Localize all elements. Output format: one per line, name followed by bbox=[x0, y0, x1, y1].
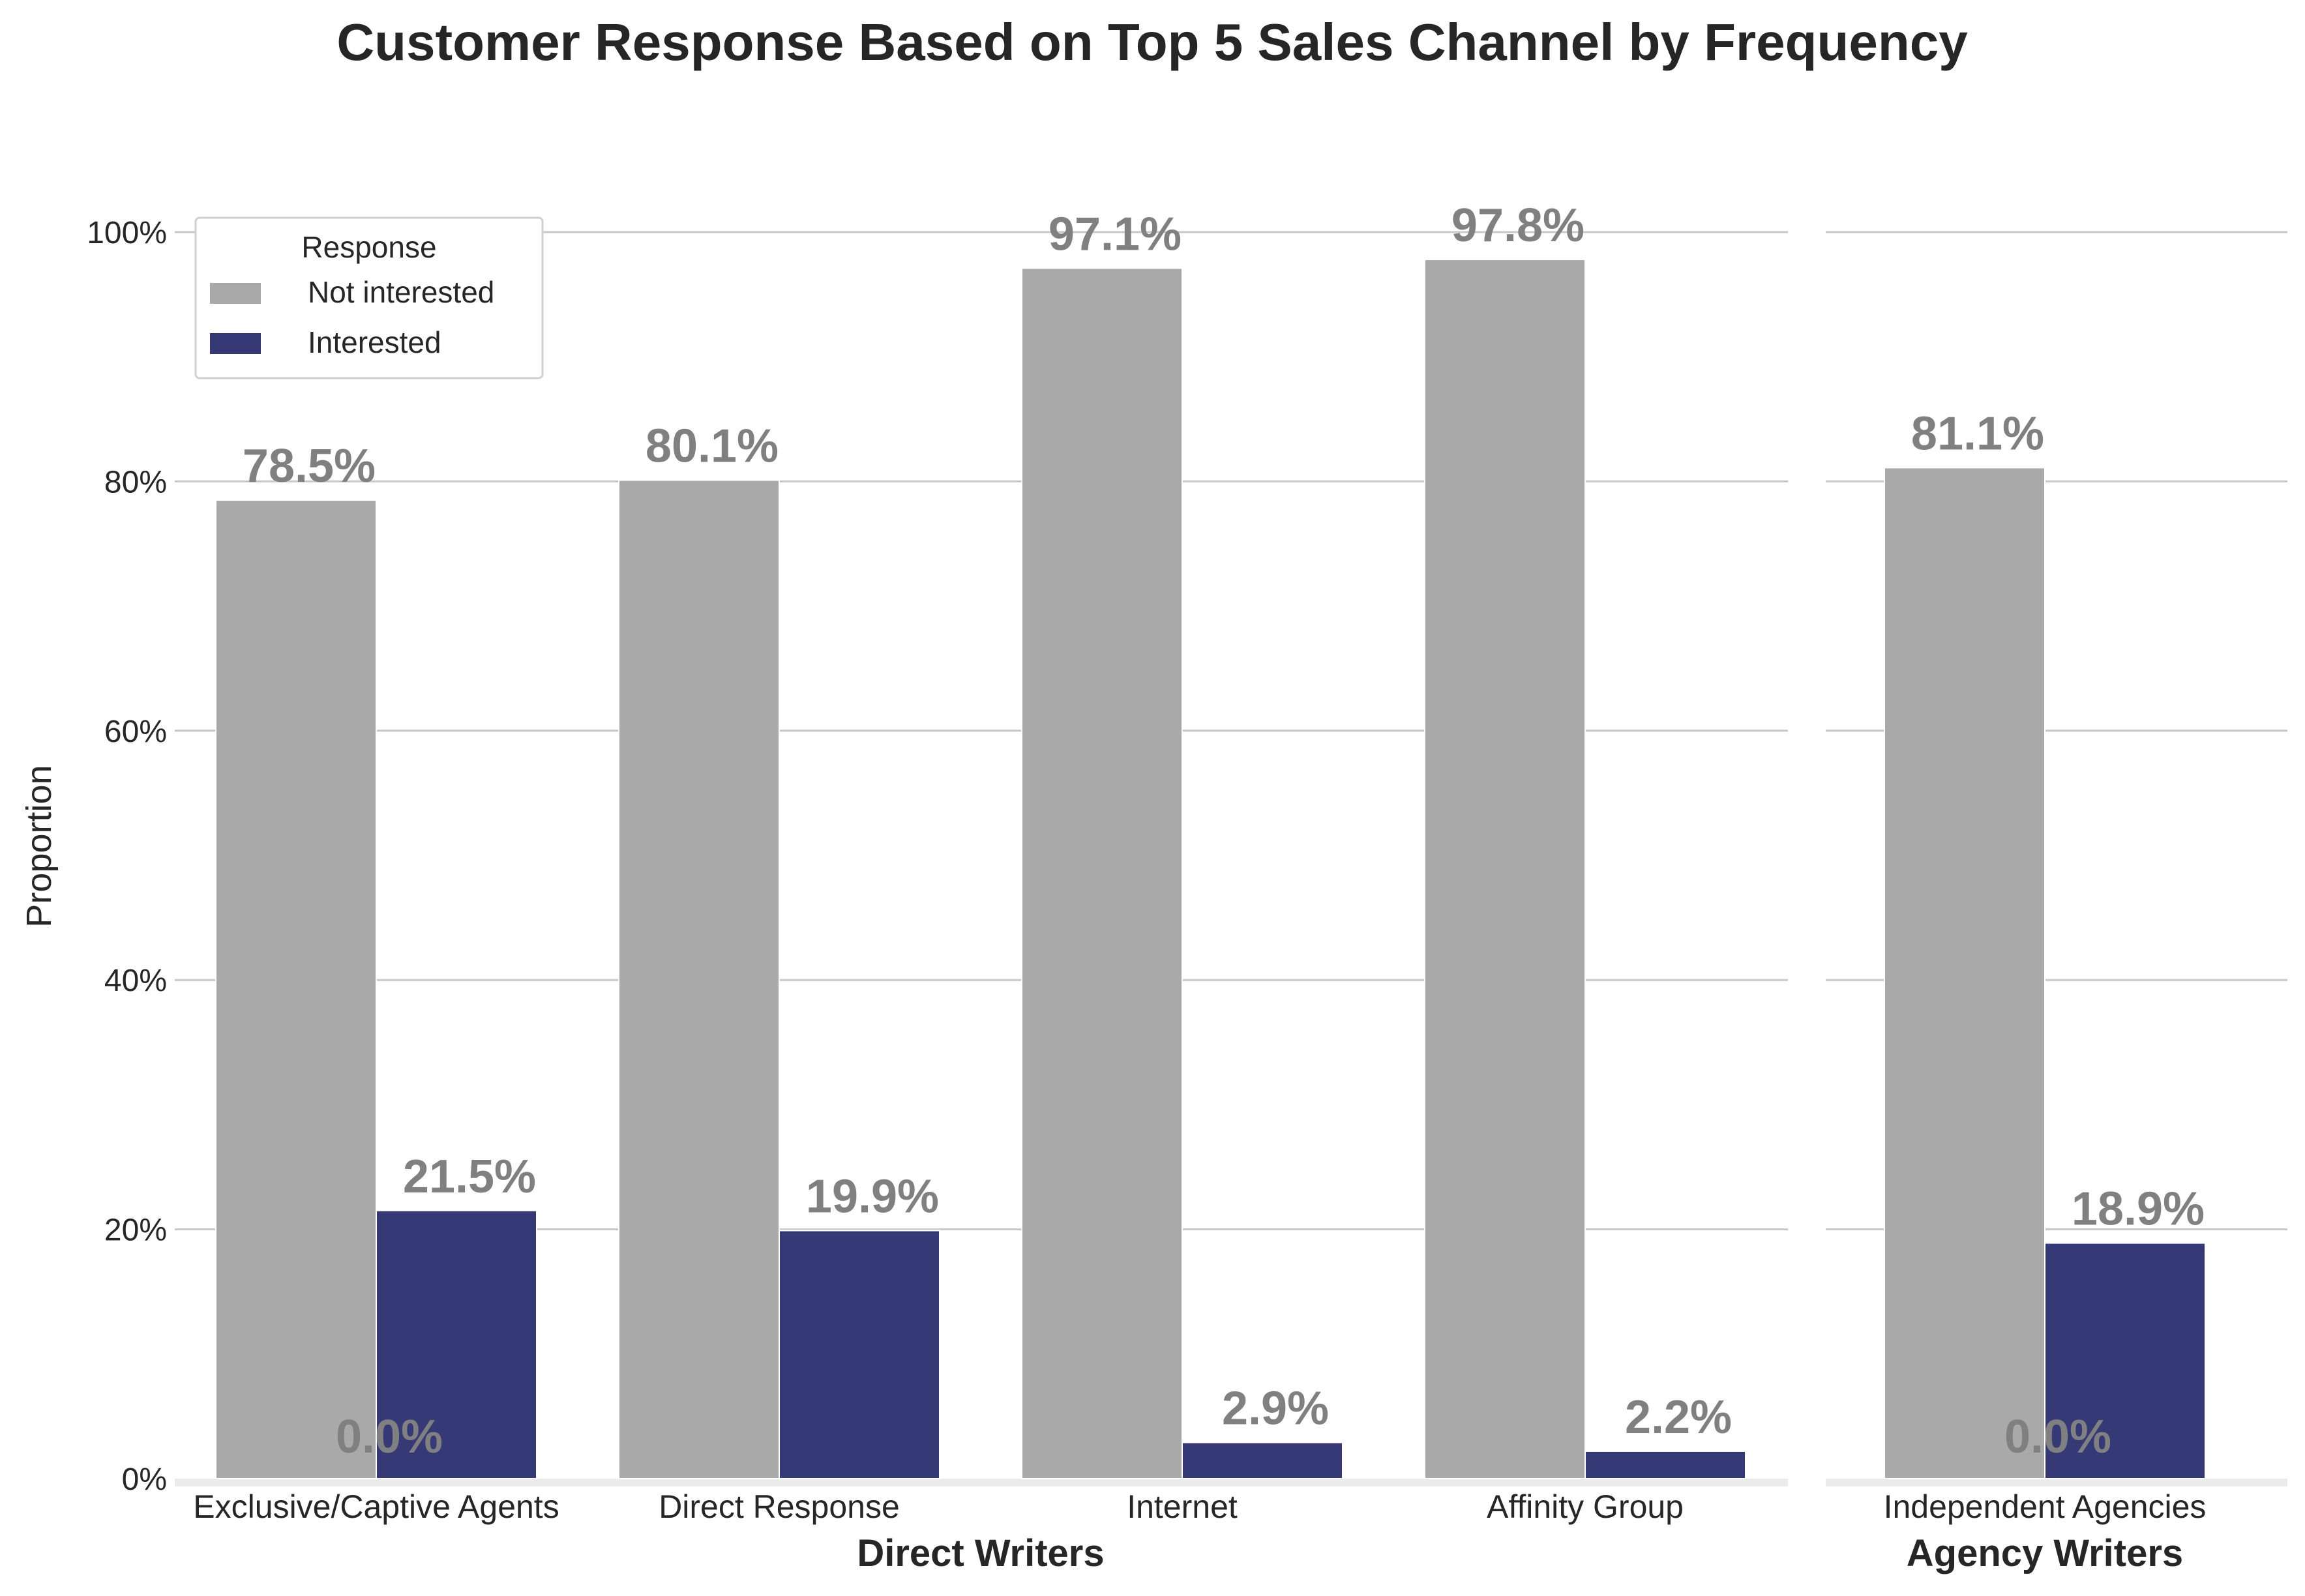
legend: Response Not interested Interested bbox=[194, 216, 544, 379]
data-label-zero: 0.0% bbox=[336, 1411, 443, 1463]
data-label: 19.9% bbox=[806, 1171, 939, 1223]
data-label: 80.1% bbox=[646, 420, 779, 472]
y-tick-label: 20% bbox=[104, 1213, 167, 1248]
bar-not-interested bbox=[618, 479, 780, 1479]
legend-box bbox=[194, 216, 544, 379]
panel-1: 0% 20% 40% 60% 80% 100% 78.5% 21.5% Exclusive/Ca… bbox=[87, 200, 1788, 1574]
x-tick-label: Independent Agencies bbox=[1884, 1488, 2207, 1525]
data-label-zero: 0.0% bbox=[2004, 1411, 2111, 1463]
legend-swatch bbox=[210, 333, 261, 354]
x-tick-label: Affinity Group bbox=[1487, 1488, 1684, 1525]
bar-interested bbox=[779, 1230, 940, 1479]
x-axis-baseline bbox=[1826, 1479, 2287, 1486]
legend-entry: Not interested bbox=[308, 275, 494, 309]
y-axis-label: Proportion bbox=[20, 765, 59, 927]
bar-interested bbox=[2044, 1242, 2206, 1479]
x-tick-label: Direct Response bbox=[659, 1488, 900, 1525]
data-label: 2.9% bbox=[1222, 1383, 1329, 1435]
bar-interested bbox=[376, 1209, 537, 1480]
bar-interested bbox=[1182, 1441, 1343, 1479]
panel-2: 81.1% 18.9% Independent Agencies 0.0% Agency… bbox=[1826, 231, 2287, 1574]
data-label: 18.9% bbox=[2072, 1183, 2205, 1235]
y-tick-label: 80% bbox=[104, 465, 167, 499]
x-tick-label: Exclusive/Captive Agents bbox=[193, 1488, 559, 1525]
bar-not-interested bbox=[1884, 467, 2045, 1479]
x-axis-label: Direct Writers bbox=[857, 1532, 1104, 1574]
chart-title: Customer Response Based on Top 5 Sales C… bbox=[336, 13, 1968, 71]
bar-not-interested bbox=[215, 499, 377, 1480]
bar-interested bbox=[1584, 1450, 1746, 1480]
data-label: 97.8% bbox=[1451, 200, 1584, 252]
y-tick-label: 40% bbox=[104, 964, 167, 998]
x-axis-label: Agency Writers bbox=[1907, 1532, 2183, 1574]
legend-title: Response bbox=[301, 230, 436, 264]
x-axis-baseline bbox=[175, 1479, 1788, 1486]
data-label: 78.5% bbox=[243, 440, 376, 492]
legend-swatch bbox=[210, 283, 261, 304]
x-tick-label: Internet bbox=[1127, 1488, 1238, 1525]
y-tick-label: 60% bbox=[104, 715, 167, 749]
bar-not-interested bbox=[1424, 259, 1586, 1480]
data-label: 21.5% bbox=[403, 1151, 536, 1203]
y-tick-label: 100% bbox=[87, 216, 167, 250]
data-label: 97.1% bbox=[1048, 208, 1182, 260]
legend-entry: Interested bbox=[308, 325, 441, 359]
data-label: 2.2% bbox=[1625, 1391, 1732, 1443]
y-tick-label: 0% bbox=[122, 1462, 167, 1497]
bar-not-interested bbox=[1021, 267, 1183, 1479]
data-label: 81.1% bbox=[1911, 407, 2044, 460]
